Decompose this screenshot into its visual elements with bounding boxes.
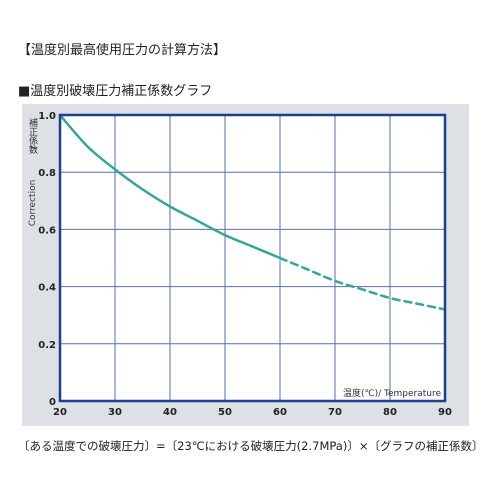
x-tick-label: 30 <box>108 407 122 418</box>
page-heading: 【温度別最高使用圧力の計算方法】 <box>18 43 227 58</box>
y-tick-label: 0.4 <box>38 283 56 294</box>
x-tick-label: 60 <box>273 407 287 418</box>
x-tick-label: 80 <box>383 407 397 418</box>
series-line-dashed <box>278 256 447 311</box>
y-tick-label: 0 <box>49 397 56 408</box>
y-axis-label-jp: 補正係数 <box>27 117 38 155</box>
y-tick-labels: 0 0.2 0.4 0.6 0.8 1.0 <box>38 111 56 408</box>
x-tick-label: 70 <box>328 407 342 418</box>
y-tick-label: 1.0 <box>38 111 56 122</box>
series-layer <box>58 113 447 311</box>
y-axis-label-en: Correction <box>28 180 38 227</box>
y-tick-label: 0.2 <box>38 340 56 351</box>
y-axis-label-sep: / <box>27 146 37 150</box>
x-tick-label: 50 <box>218 407 232 418</box>
x-tick-label: 40 <box>163 407 177 418</box>
x-tick-label: 90 <box>438 407 452 418</box>
y-tick-label: 0.8 <box>38 168 56 179</box>
x-axis-label: 温度(℃)/ Temperature <box>343 387 441 399</box>
x-tick-labels: 20 30 40 50 60 70 80 90 <box>53 407 452 418</box>
y-tick-label: 0.6 <box>38 225 56 236</box>
plot-frame <box>58 113 447 403</box>
series-line-solid <box>58 113 282 260</box>
calculation-formula: 〔ある温度での破壊圧力〕=〔23℃における破壊圧力(2.7MPa)〕×〔グラフの… <box>18 439 484 453</box>
plot-area <box>60 115 445 401</box>
x-tick-label: 20 <box>53 407 67 418</box>
chart-section-title: ■温度別破壊圧力補正係数グラフ <box>18 84 213 99</box>
